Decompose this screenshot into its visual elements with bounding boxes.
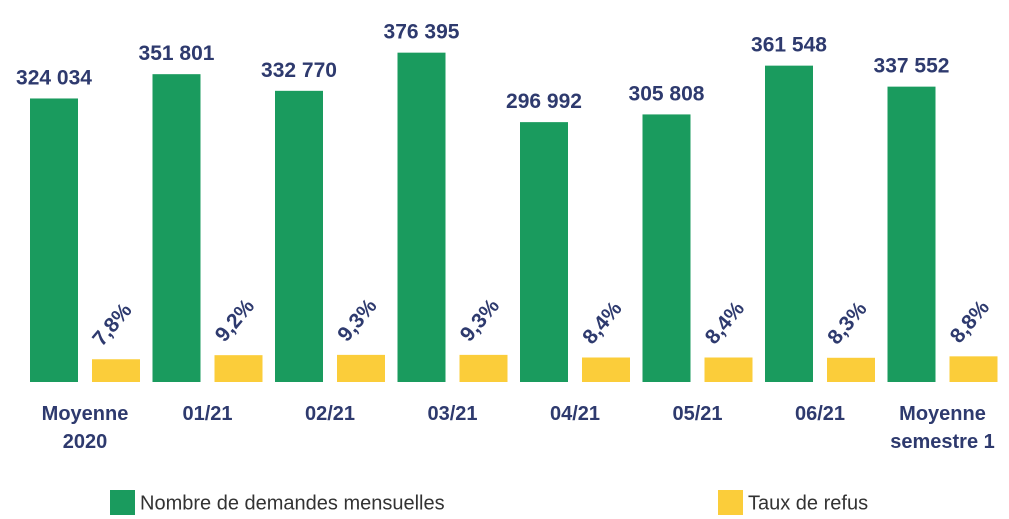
bar [582,357,630,382]
value-label: 376 395 [384,21,460,44]
bar [92,359,140,382]
bar [214,355,263,382]
value-label: 361 548 [751,34,827,57]
x-tick-label: 03/21 [427,403,478,425]
value-label: 351 801 [139,42,215,65]
bar [704,357,753,382]
bar [827,357,875,382]
value-label: 8,8% [946,296,995,348]
bar [887,86,936,382]
x-tick-label: 02/21 [304,403,356,425]
bar [520,122,568,382]
x-tick-label: Moyenne semestre 1 [890,403,995,453]
bar [152,74,201,382]
value-label: 305 808 [629,82,705,105]
bar [30,98,78,383]
value-label: 9,3% [456,294,505,346]
value-label: 8,4% [701,297,750,349]
value-label: 7,8% [88,299,137,351]
bar [275,90,323,383]
legend-label: Nombre de demandes mensuelles [140,492,445,514]
legend-swatch [110,490,135,515]
x-tick-label: 01/21 [182,403,233,425]
value-label: 9,3% [333,294,382,346]
bar [459,354,508,382]
value-label: 296 992 [506,90,582,113]
value-label: 324 034 [16,66,92,89]
value-label: 332 770 [261,59,337,82]
x-tick-label: 04/21 [549,403,601,425]
x-tick-label: 06/21 [794,403,846,425]
x-tick-label: 05/21 [672,403,723,425]
bar [949,356,998,382]
bar [642,114,691,382]
bar [765,65,813,382]
bar [397,52,446,383]
legend-swatch [718,490,743,515]
legend-label: Taux de refus [748,492,868,514]
value-label: 337 552 [874,55,950,78]
value-label: 9,2% [211,295,260,347]
value-label: 8,3% [823,297,872,349]
bar [337,354,385,382]
value-label: 8,4% [578,297,627,349]
x-tick-label: Moyenne 2020 [41,403,129,453]
